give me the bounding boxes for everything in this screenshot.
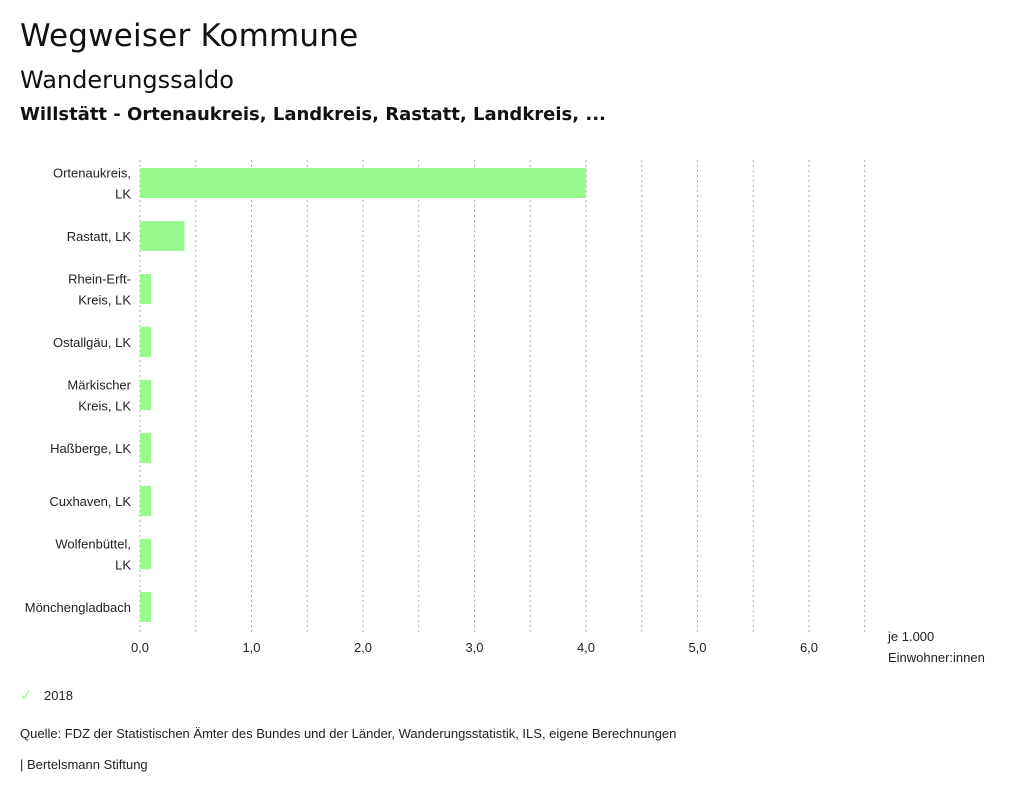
category-label: Haßberge, LK <box>50 441 131 456</box>
x-tick-label: 2,0 <box>354 640 372 655</box>
x-tick-label: 6,0 <box>800 640 818 655</box>
x-tick-label: 3,0 <box>465 640 483 655</box>
region-title: Willstätt - Ortenaukreis, Landkreis, Ras… <box>20 104 606 125</box>
source-note: Quelle: FDZ der Statistischen Ämter des … <box>20 726 677 741</box>
bar <box>140 380 152 410</box>
app-title: Wegweiser Kommune <box>20 18 359 54</box>
bar <box>140 539 152 569</box>
x-axis-label: je 1.000 <box>887 629 934 644</box>
category-label: Rastatt, LK <box>67 229 132 244</box>
legend-check-icon[interactable]: ✓ <box>20 686 33 704</box>
x-tick-label: 0,0 <box>131 640 149 655</box>
legend-label: 2018 <box>44 687 73 703</box>
category-label: Mönchengladbach <box>25 600 131 615</box>
x-tick-label: 4,0 <box>577 640 595 655</box>
bar-chart: Ortenaukreis, LK Rastatt, LK Rhein-Erft-Kre… <box>25 160 985 665</box>
bar <box>140 168 586 198</box>
bar <box>140 274 152 304</box>
legend[interactable]: ✓ 2018 <box>20 686 73 704</box>
x-tick-label: 5,0 <box>688 640 706 655</box>
category-label: Märkischer Kreis, LK <box>67 378 131 414</box>
category-label: Wolfenbüttel, LK <box>55 537 131 573</box>
bar <box>140 221 185 251</box>
bar <box>140 327 152 357</box>
x-tick-label: 1,0 <box>242 640 260 655</box>
x-axis-label: Einwohner:innen <box>888 650 985 665</box>
category-label: Rhein-Erft-Kreis, LK <box>68 272 131 308</box>
category-label: Ostallgäu, LK <box>53 335 131 350</box>
bar <box>140 592 152 622</box>
indicator-title: Wanderungssaldo <box>20 66 234 94</box>
category-label: Ortenaukreis, LK <box>53 166 131 202</box>
bar <box>140 433 152 463</box>
category-label: Cuxhaven, LK <box>49 494 131 509</box>
bar <box>140 486 152 516</box>
credit-note: | Bertelsmann Stiftung <box>20 757 148 772</box>
